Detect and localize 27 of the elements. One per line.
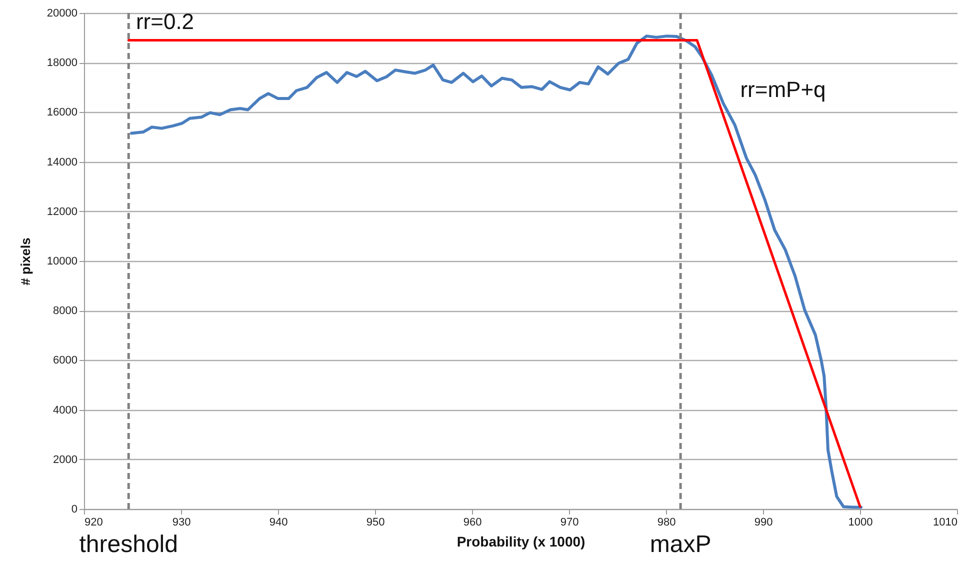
x-tick-label: 950 [366, 516, 385, 528]
x-tick-label: 1000 [848, 516, 873, 528]
y-tick-label: 16000 [46, 106, 78, 119]
y-tick-label: 6000 [53, 354, 78, 367]
y-tick-label: 4000 [53, 404, 78, 416]
y-axis-title: # pixels [18, 238, 33, 286]
y-tick-label: 12000 [46, 206, 78, 218]
x-axis-title: Probability (x 1000) [456, 534, 586, 550]
annotation: rr=mP+q [740, 77, 826, 102]
y-tick-label: 10000 [46, 256, 78, 268]
y-tick-label: 8000 [53, 305, 78, 318]
ref-line-label: threshold [79, 531, 178, 558]
annotation: rr=0.2 [136, 9, 194, 34]
x-tick-label: 940 [269, 516, 288, 528]
y-tick-label: 0 [71, 504, 78, 516]
x-tick-label: 1010 [933, 516, 958, 528]
y-tick-label: 18000 [46, 57, 78, 70]
x-tick-label: 920 [84, 516, 103, 528]
y-tick-label: 20000 [46, 8, 78, 20]
x-tick-label: 990 [754, 516, 773, 528]
y-tick-label: 2000 [53, 454, 78, 466]
ref-line-label: maxP [650, 531, 712, 558]
y-tick-label: 14000 [46, 156, 78, 168]
x-tick-label: 960 [463, 516, 482, 528]
x-tick-label: 930 [172, 516, 191, 528]
x-tick-label: 970 [560, 516, 579, 528]
x-tick-label: 980 [657, 516, 676, 528]
